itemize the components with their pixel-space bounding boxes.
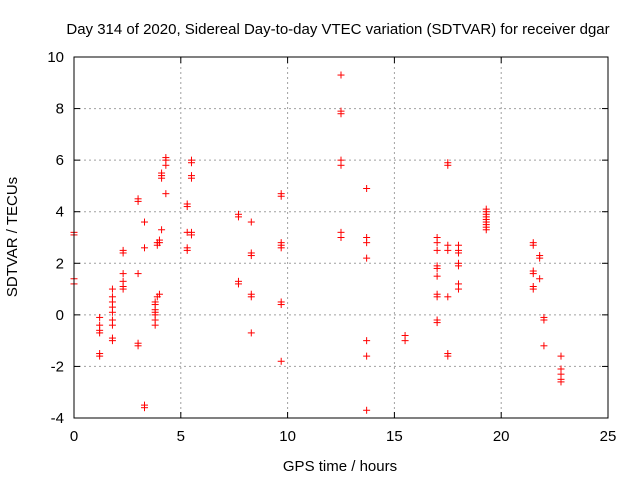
- x-tick-label: 5: [177, 428, 185, 445]
- axis-ticks: 0 5 10 15 20 25 -4 -2 0 2 4 6 8 10: [47, 49, 616, 445]
- y-tick-label: 6: [56, 152, 64, 169]
- data-point: [119, 249, 127, 257]
- data-point: [363, 352, 371, 360]
- data-point: [557, 378, 565, 386]
- data-point: [108, 321, 116, 329]
- x-tick-label: 10: [279, 428, 296, 445]
- data-point: [158, 226, 166, 234]
- data-point: [134, 197, 142, 205]
- data-point: [454, 262, 462, 270]
- data-point: [96, 329, 104, 337]
- y-tick-label: 0: [56, 307, 64, 324]
- data-point: [337, 161, 345, 169]
- y-axis-title: SDTVAR / TECUs: [4, 177, 21, 297]
- data-point: [134, 342, 142, 350]
- data-point: [363, 185, 371, 193]
- data-point: [337, 71, 345, 79]
- data-point: [247, 252, 255, 260]
- data-point: [433, 264, 441, 272]
- data-point: [433, 239, 441, 247]
- data-point: [529, 241, 537, 249]
- data-point: [529, 285, 537, 293]
- data-point: [433, 246, 441, 254]
- data-point: [108, 285, 116, 293]
- grid: [74, 57, 608, 418]
- data-point: [536, 275, 544, 283]
- data-point: [444, 293, 452, 301]
- y-tick-label: -4: [51, 410, 64, 427]
- x-axis-title: GPS time / hours: [283, 458, 397, 475]
- data-point: [277, 301, 285, 309]
- data-point: [158, 174, 166, 182]
- data-point: [155, 239, 163, 247]
- data-point: [454, 249, 462, 257]
- data-point: [108, 337, 116, 345]
- data-point: [134, 270, 142, 278]
- y-tick-label: 4: [56, 204, 64, 221]
- data-point: [234, 280, 242, 288]
- data-point: [337, 110, 345, 118]
- data-point: [433, 272, 441, 280]
- data-point: [187, 174, 195, 182]
- data-point: [187, 159, 195, 167]
- data-point: [363, 337, 371, 345]
- data-point: [247, 218, 255, 226]
- data-point: [401, 337, 409, 345]
- data-point: [444, 352, 452, 360]
- y-tick-label: 10: [47, 49, 64, 66]
- data-point: [140, 244, 148, 252]
- data-point: [234, 213, 242, 221]
- y-tick-label: -2: [51, 358, 64, 375]
- data-point: [444, 161, 452, 169]
- data-point: [529, 270, 537, 278]
- data-point: [119, 270, 127, 278]
- x-tick-label: 0: [70, 428, 78, 445]
- data-point: [433, 293, 441, 301]
- data-point: [183, 246, 191, 254]
- data-point: [151, 321, 159, 329]
- data-point: [183, 203, 191, 211]
- data-point: [108, 308, 116, 316]
- data-point: [119, 285, 127, 293]
- data-point: [454, 285, 462, 293]
- data-point: [277, 357, 285, 365]
- y-tick-label: 8: [56, 101, 64, 118]
- x-tick-label: 15: [386, 428, 403, 445]
- data-point: [363, 406, 371, 414]
- data-point: [557, 352, 565, 360]
- data-point: [140, 218, 148, 226]
- data-point: [482, 226, 490, 234]
- x-tick-label: 25: [600, 428, 617, 445]
- data-point: [247, 329, 255, 337]
- x-tick-label: 20: [493, 428, 510, 445]
- plot-frame: [73, 56, 609, 419]
- data-point: [337, 234, 345, 241]
- data-points: [70, 71, 565, 414]
- data-point: [363, 239, 371, 247]
- chart-title: Day 314 of 2020, Sidereal Day-to-day VTE…: [66, 21, 609, 38]
- data-point: [363, 254, 371, 262]
- data-point: [96, 352, 104, 360]
- y-tick-label: 2: [56, 255, 64, 272]
- data-point: [162, 190, 170, 198]
- data-point: [277, 192, 285, 200]
- data-point: [187, 231, 195, 239]
- data-point: [140, 404, 148, 412]
- data-point: [247, 293, 255, 301]
- data-point: [536, 254, 544, 262]
- data-point: [162, 161, 170, 169]
- data-point: [155, 290, 163, 298]
- data-point: [540, 316, 548, 324]
- data-point: [540, 342, 548, 350]
- data-point: [96, 313, 104, 321]
- data-point: [277, 244, 285, 252]
- data-point: [433, 319, 441, 327]
- data-point: [444, 246, 452, 254]
